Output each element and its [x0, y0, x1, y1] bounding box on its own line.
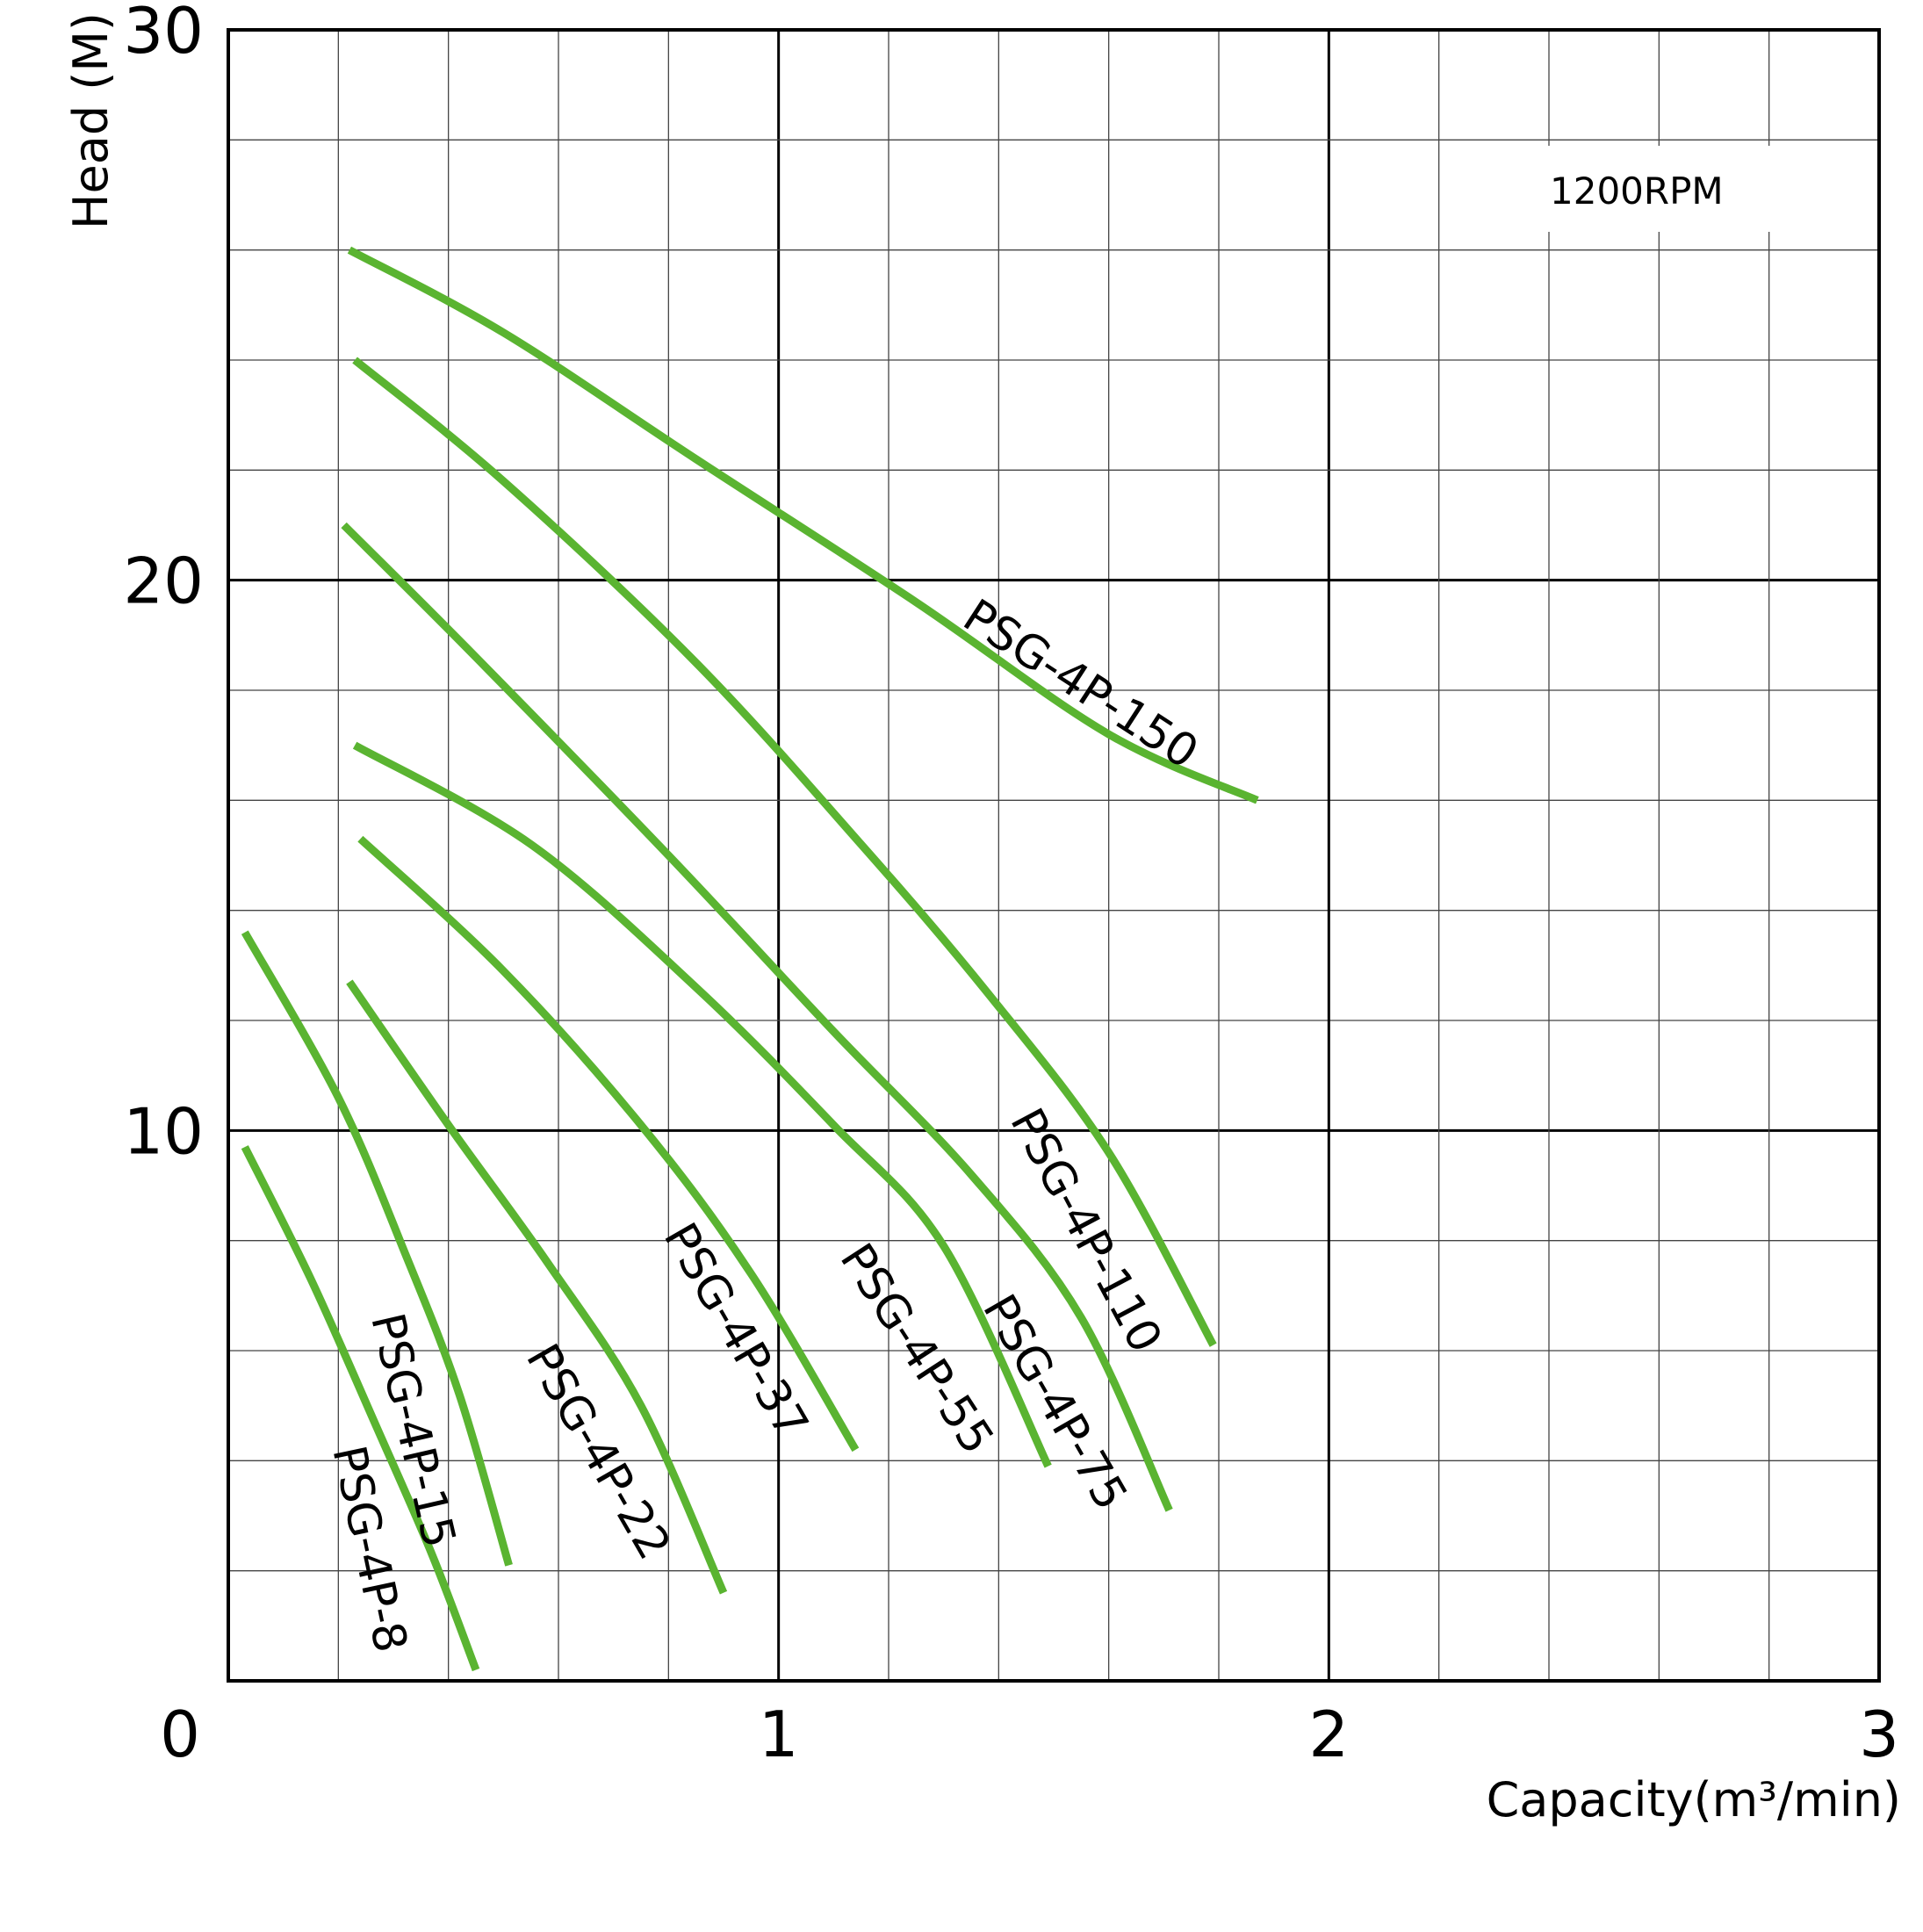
- x-tick-label: 0: [160, 1698, 200, 1771]
- series-line-psg-4p-75: [341, 522, 1173, 1512]
- y-tick-label: 20: [123, 544, 204, 618]
- series-line-psg-4p-110: [352, 357, 1217, 1347]
- plot-frame: [227, 28, 1881, 1683]
- series-line-psg-4p-22: [346, 979, 728, 1595]
- series-line-psg-4p-15: [241, 930, 513, 1567]
- x-tick-label: 3: [1859, 1698, 1899, 1771]
- series-line-psg-4p-55: [352, 741, 1052, 1468]
- series-line-psg-4p-8: [241, 1145, 480, 1672]
- annotation-box: [1547, 146, 1774, 232]
- grid: [228, 30, 1879, 1681]
- series-label-psg-4p-55: PSG-4P-55: [830, 1235, 1004, 1464]
- series-curves: [241, 246, 1259, 1672]
- x-tick-label: 2: [1308, 1698, 1349, 1771]
- x-tick-label: 1: [759, 1698, 799, 1771]
- y-axis-title: Head (M): [63, 12, 119, 229]
- x-axis-title: Capacity(m³/min): [1487, 1772, 1901, 1827]
- tick-labels: 0 1 2 3 10 20 30: [123, 0, 1899, 1771]
- series-label-psg-4p-22: PSG-4P-22: [515, 1336, 681, 1568]
- series-line-psg-4p-37: [357, 835, 860, 1453]
- y-tick-label: 30: [123, 0, 204, 68]
- y-tick-label: 10: [123, 1094, 204, 1168]
- series-labels: PSG-4P-150PSG-4P-110PSG-4P-75PSG-4P-55PS…: [321, 589, 1206, 1656]
- rpm-annotation: 1200RPM: [1550, 169, 1724, 213]
- series-label-psg-4p-150: PSG-4P-150: [954, 589, 1206, 779]
- series-line-psg-4p-150: [347, 246, 1259, 804]
